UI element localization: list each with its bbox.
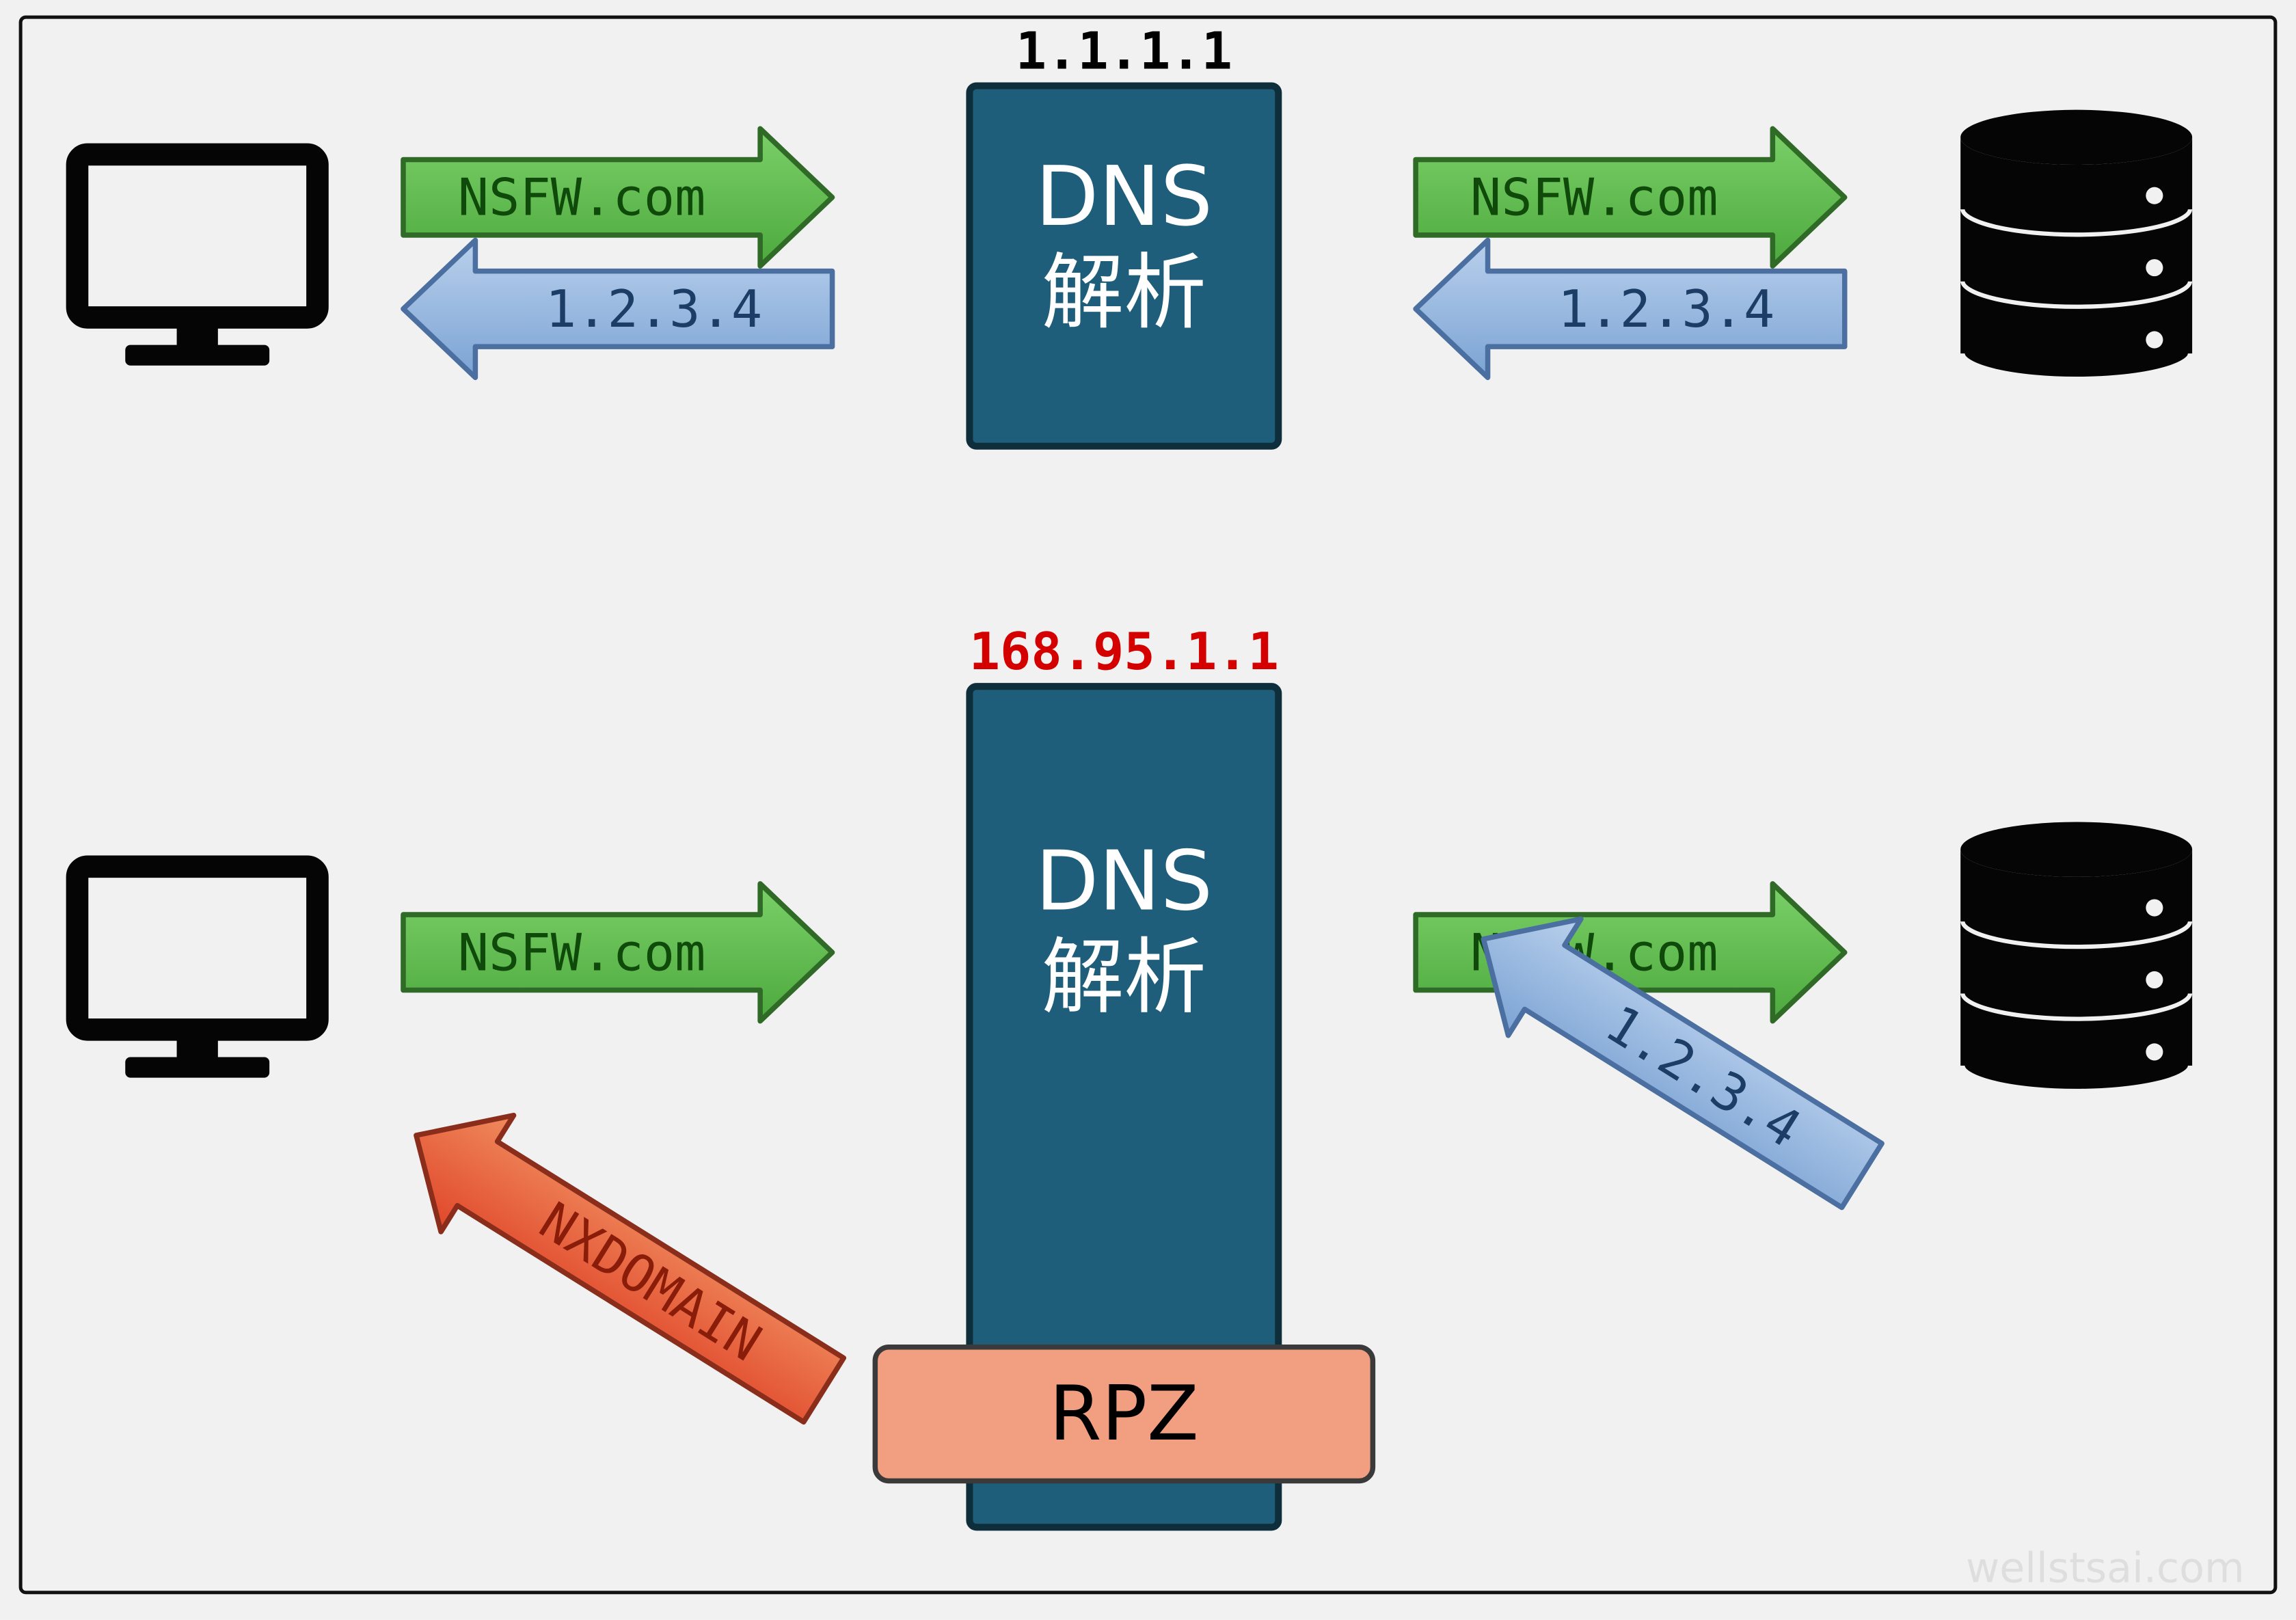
dns-box-1-line2: 解析: [1042, 245, 1206, 340]
arrow-req-right-1-label: NSFW.com: [1470, 167, 1718, 228]
arrow-resp-left-1-label: 1.2.3.4: [545, 279, 762, 339]
dns-ip-label-1: 1.1.1.1: [1016, 21, 1232, 81]
watermark: wellstsai.com: [1966, 1545, 2245, 1593]
rpz-label: RPZ: [1049, 1370, 1199, 1458]
arrow-req-left-2-label: NSFW.com: [458, 922, 706, 982]
dns-box-2-line1b: DNS: [1036, 834, 1213, 930]
arrow-resp-right-1-label: 1.2.3.4: [1558, 279, 1774, 339]
arrow-req-left-1-label: NSFW.com: [458, 167, 706, 228]
dns-box-2-line2b: 解析: [1042, 930, 1206, 1025]
dns-ip-label-2: 168.95.1.1: [969, 621, 1279, 681]
database-icon-2: [1960, 822, 2192, 1094]
dns-box-1: DNS解析: [969, 86, 1278, 446]
dns-box-1-line1: DNS: [1036, 149, 1213, 245]
database-icon-1: [1960, 110, 2192, 381]
